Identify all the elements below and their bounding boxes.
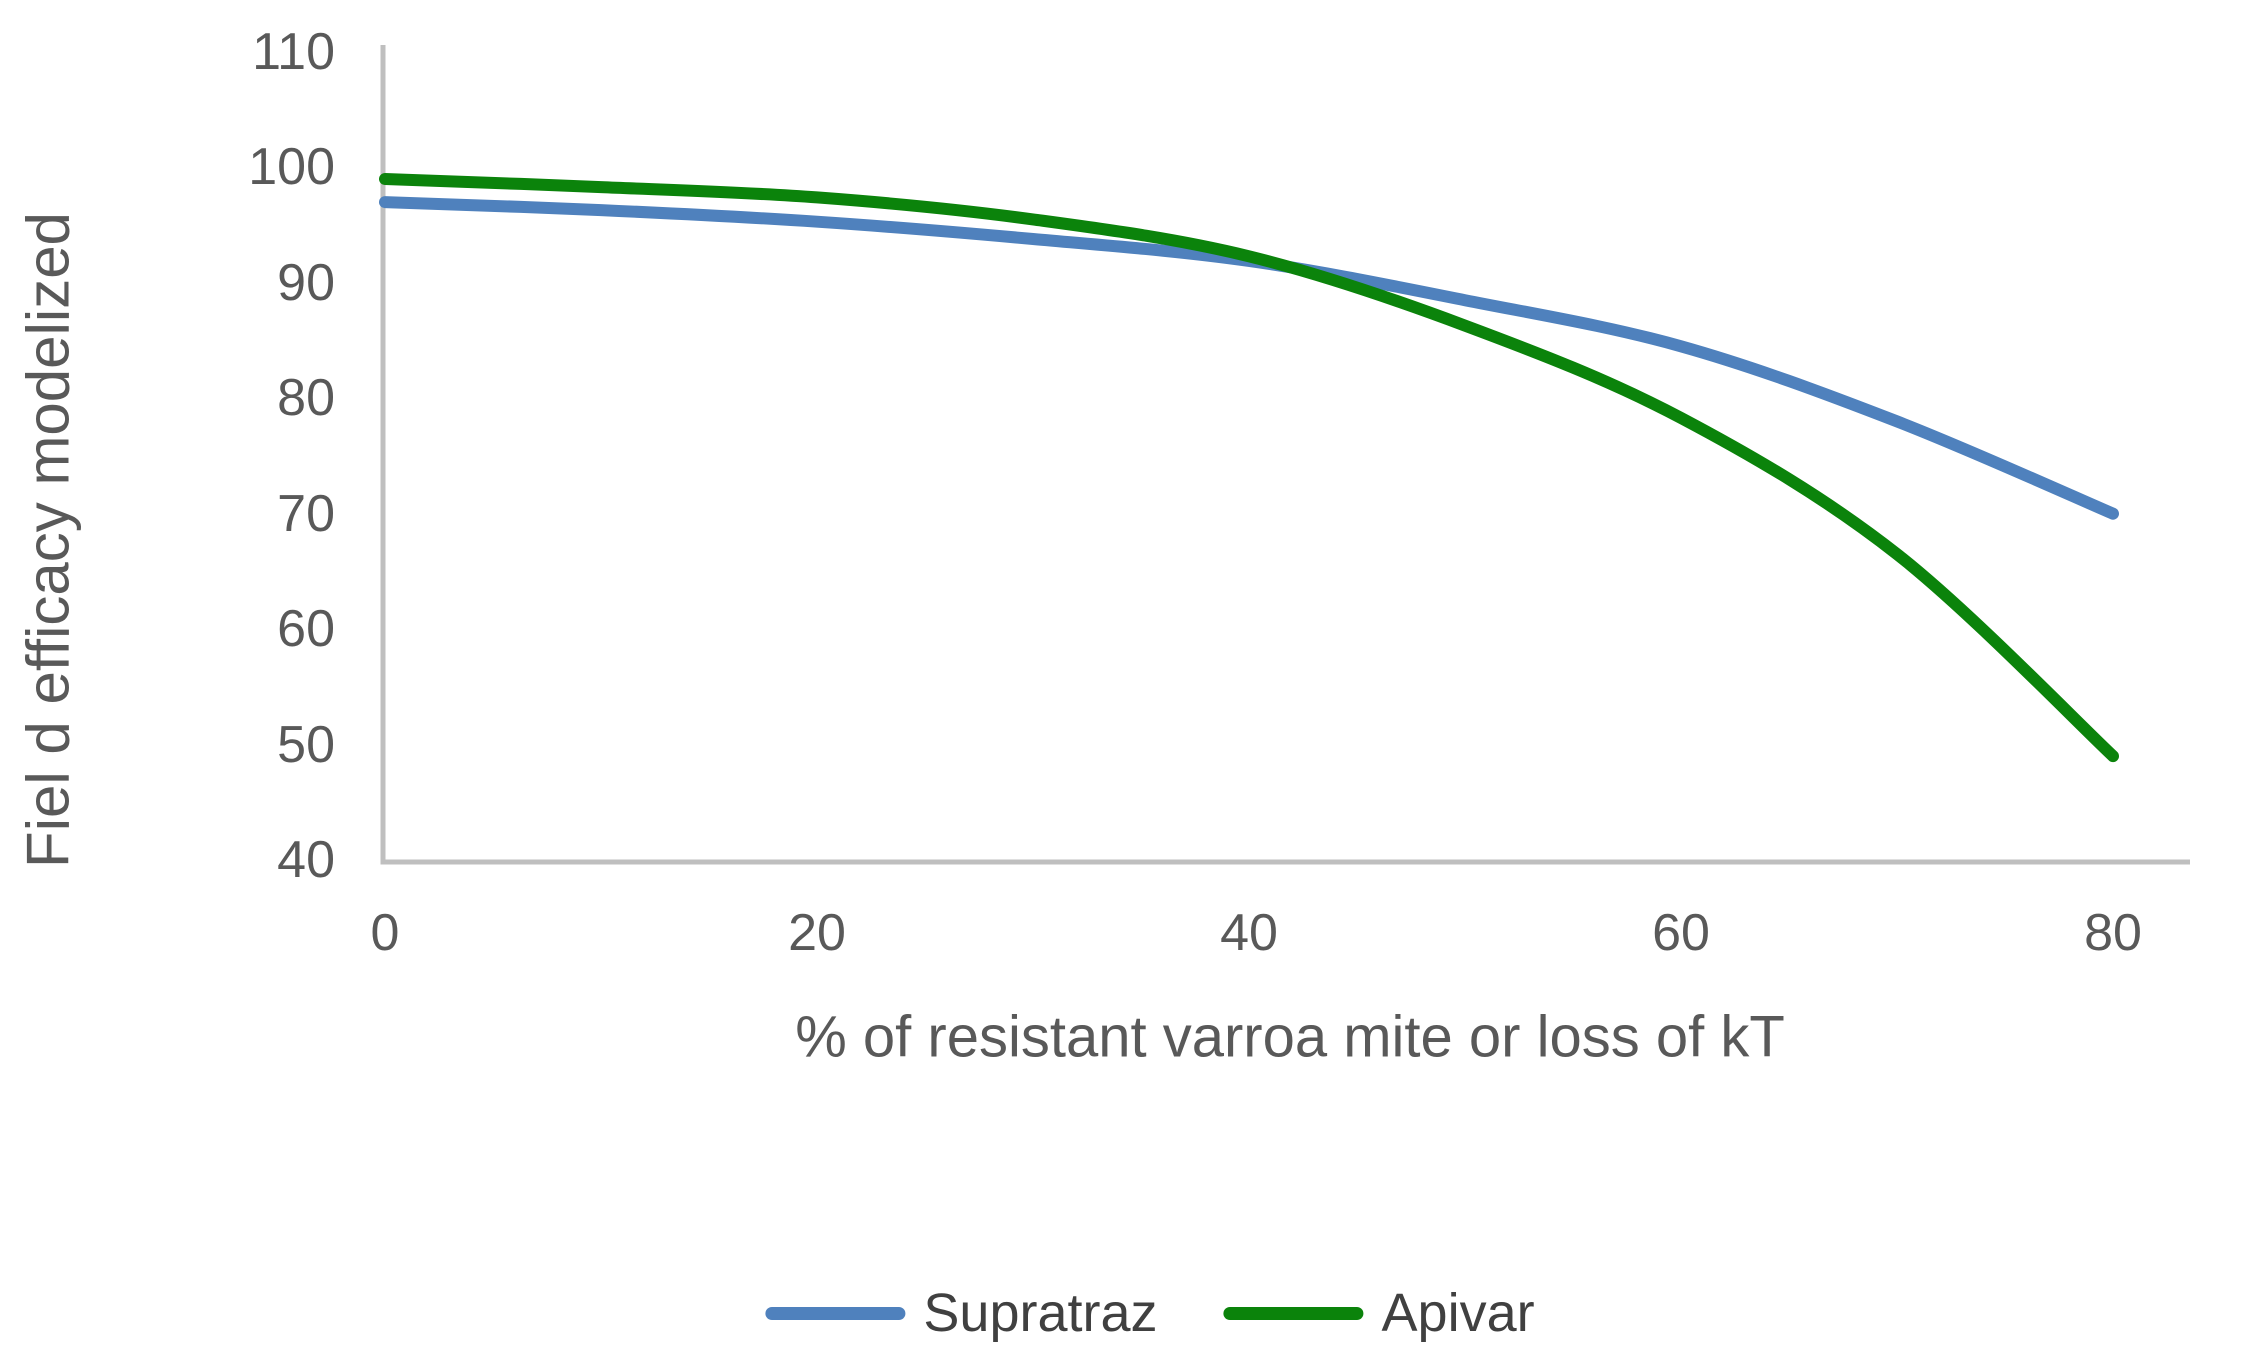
- x-tick-label: 40: [1220, 904, 1278, 962]
- supratraz-line-swatch: [765, 1306, 906, 1320]
- x-tick-label: 20: [788, 904, 846, 962]
- apivar-curve: [379, 173, 2119, 763]
- x-axis-title: % of resistant varroa mite or loss of kT: [795, 1004, 1785, 1070]
- y-tick-label: 80: [277, 369, 335, 428]
- y-tick-label: 50: [277, 715, 335, 774]
- y-tick-label: 70: [277, 484, 335, 543]
- y-tick-label: 40: [277, 831, 335, 889]
- x-tick-label: 80: [2084, 904, 2142, 962]
- legend: Supratraz Apivar: [765, 1282, 1535, 1344]
- y-tick-label: 90: [277, 253, 335, 312]
- legend-item-supratraz: Supratraz: [765, 1282, 1158, 1344]
- legend-label-supratraz: Supratraz: [923, 1283, 1158, 1343]
- apivar-line-swatch: [1223, 1306, 1364, 1320]
- y-tick-label: 100: [248, 138, 335, 197]
- legend-label-apivar: Apivar: [1381, 1283, 1535, 1343]
- supratraz-curve: [379, 196, 2119, 520]
- y-tick-label: 110: [252, 23, 335, 81]
- x-tick-label: 0: [370, 904, 400, 962]
- legend-item-apivar: Apivar: [1223, 1282, 1535, 1344]
- y-tick-label: 60: [277, 600, 335, 659]
- x-tick-label: 60: [1652, 904, 1710, 962]
